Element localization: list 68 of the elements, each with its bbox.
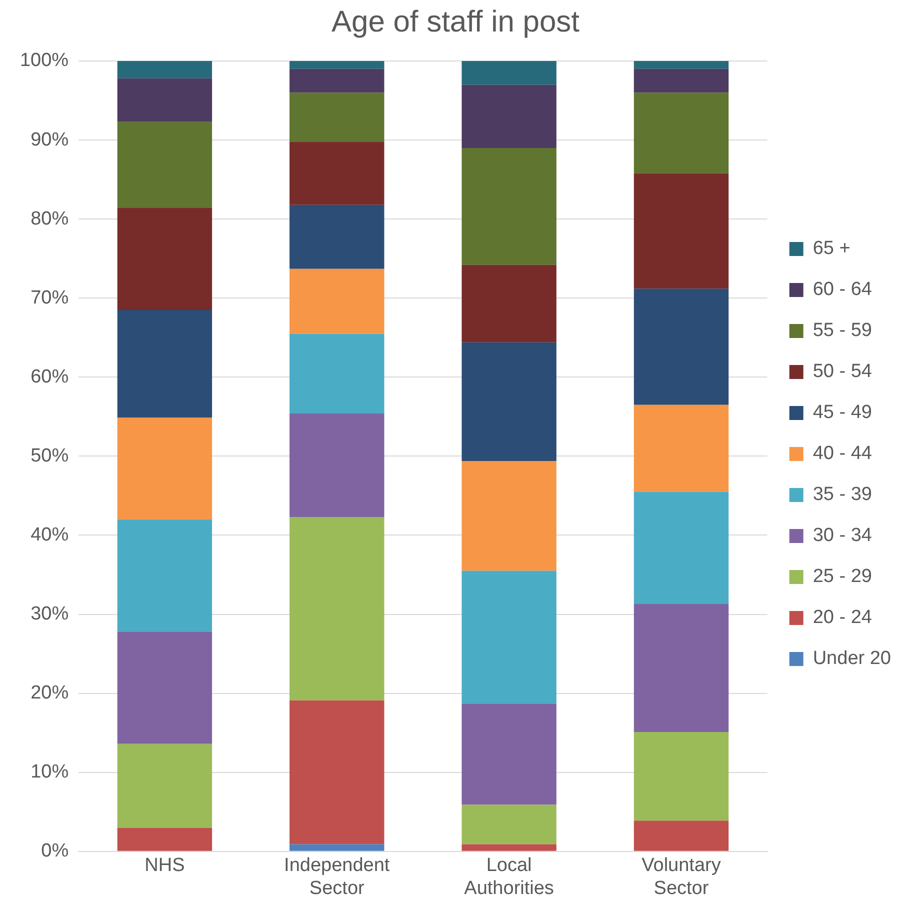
legend-label: 30 - 34: [812, 525, 872, 546]
bar: [634, 732, 729, 821]
bar: [634, 61, 729, 69]
bar: [634, 492, 729, 604]
bar: [634, 68, 729, 93]
bar: [462, 804, 556, 844]
y-tick-label: 50%: [30, 445, 69, 466]
bar: [462, 264, 556, 342]
legend-label: 60 - 64: [812, 279, 872, 300]
y-tick-label: 70%: [30, 287, 69, 308]
y-tick-label: 80%: [30, 208, 69, 230]
bar: [117, 310, 212, 418]
bar: [117, 519, 212, 632]
y-tick-label: 30%: [30, 604, 69, 625]
bar: [462, 460, 556, 571]
bar: [462, 84, 556, 148]
bar: [634, 92, 729, 174]
bar: [462, 704, 556, 805]
bar: [290, 204, 384, 269]
legend-label: 55 - 59: [812, 320, 872, 342]
bar: [462, 61, 556, 85]
bar: [117, 417, 212, 520]
x-tick-label: Local Authorities: [464, 855, 554, 899]
bar: [117, 744, 212, 828]
y-tick-label: 60%: [30, 366, 69, 388]
legend-label: 45 - 49: [812, 402, 872, 424]
legend-label: 25 - 29: [812, 566, 872, 588]
y-tick-label: 0%: [41, 840, 69, 862]
bar: [634, 820, 729, 851]
bar: [634, 404, 729, 492]
legend-label: 65 +: [812, 238, 850, 260]
legend-label: 20 - 24: [812, 607, 872, 628]
bar: [290, 268, 384, 334]
bar: [117, 208, 212, 310]
bar: [117, 632, 212, 744]
bar: [117, 122, 212, 208]
bar: [634, 173, 729, 289]
bar: [462, 844, 556, 851]
y-tick-label: 10%: [30, 762, 69, 783]
bar: [290, 700, 384, 844]
chart-title: Age of staff in post: [332, 5, 580, 38]
bar: [117, 61, 212, 78]
bar: [290, 844, 384, 851]
legend-label: 50 - 54: [812, 361, 872, 382]
x-tick-label: Independent Sector: [284, 855, 390, 899]
y-tick-label: 90%: [30, 129, 69, 150]
bar: [634, 604, 729, 732]
y-tick-label: 100%: [20, 50, 69, 72]
bar: [290, 68, 384, 93]
bar: [290, 92, 384, 142]
legend-label: Under 20: [812, 648, 892, 670]
bar: [290, 142, 384, 205]
x-tick-label: NHS: [144, 855, 185, 876]
bar: [290, 334, 384, 414]
y-tick-label: 40%: [30, 524, 69, 546]
bar: [634, 288, 729, 405]
bar: [462, 148, 556, 265]
y-tick-label: 20%: [30, 682, 69, 704]
bar: [290, 414, 384, 518]
bar: [290, 517, 384, 700]
bar: [462, 570, 556, 704]
bar: [290, 61, 384, 69]
legend-label: 40 - 44: [812, 443, 872, 464]
bar: [117, 78, 212, 122]
bar: [462, 342, 556, 461]
bar: [117, 828, 212, 851]
x-tick-label: Voluntary Sector: [642, 855, 722, 899]
legend-label: 35 - 39: [812, 484, 872, 506]
